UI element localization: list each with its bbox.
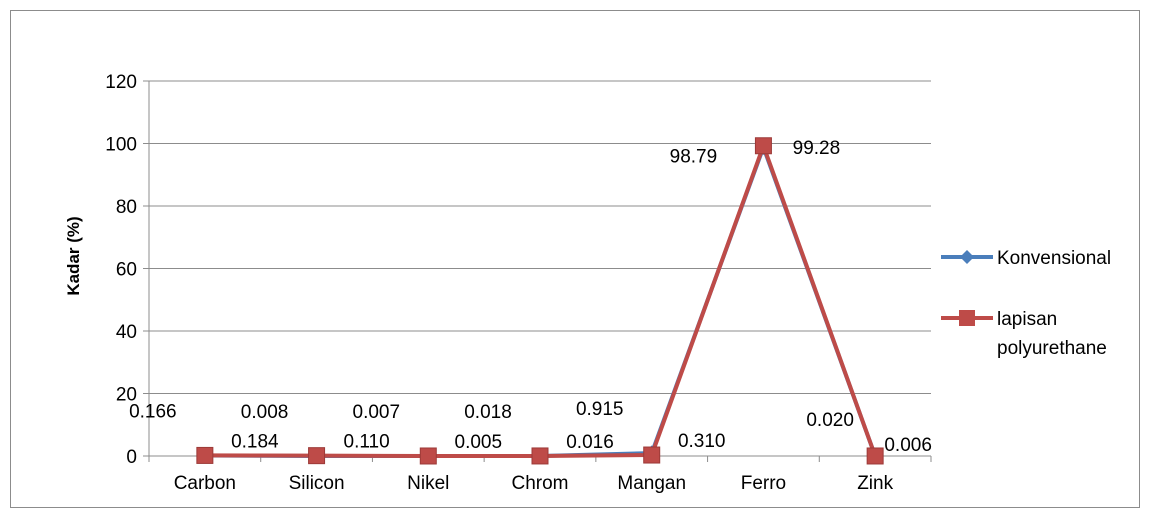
x-tick-label: Nikel — [407, 473, 449, 494]
line-chart: 0 20 40 60 80 100 120 Carbon Silicon Nikel Chrom Ma… — [64, 72, 1111, 494]
data-labels: 0.166 0.008 0.007 0.018 0.915 98.79 0.020 0.184… — [129, 138, 932, 456]
data-label-series-2: 0.310 — [678, 431, 726, 452]
legend-label-series-2: lapisan polyurethane — [997, 309, 1107, 359]
legend-label-series-1: Konvensional — [997, 248, 1111, 269]
x-tick-label: Carbon — [174, 473, 236, 494]
data-label-series-1: 0.007 — [353, 402, 401, 423]
data-label-series-1: 98.79 — [670, 146, 718, 167]
data-label-series-1: 0.018 — [464, 402, 512, 423]
x-tick-label: Silicon — [289, 473, 345, 494]
y-tick-label: 60 — [116, 260, 137, 281]
y-axis-title: Kadar (%) — [64, 216, 83, 295]
data-label-series-1: 0.915 — [576, 399, 624, 420]
series-2-point — [866, 447, 884, 465]
legend-marker-series-2 — [959, 310, 975, 326]
gridlines — [149, 80, 931, 394]
series-2-point — [643, 446, 661, 464]
y-tick-label: 120 — [105, 72, 137, 93]
x-tick-label: Zink — [857, 473, 893, 494]
data-label-series-1: 0.020 — [806, 410, 854, 431]
series — [196, 137, 884, 465]
y-tick-label: 40 — [116, 322, 137, 343]
data-label-series-1: 0.166 — [129, 401, 177, 422]
legend: Konvensional lapisan polyurethane — [941, 248, 1111, 359]
data-label-series-1: 0.008 — [241, 402, 289, 423]
series-2-point — [754, 137, 772, 155]
x-tick-label: Ferro — [741, 473, 786, 494]
series-line-2 — [204, 143, 878, 458]
series-2-point — [196, 446, 214, 464]
series-2-point — [531, 447, 549, 465]
data-label-series-2: 0.110 — [344, 432, 390, 453]
series-2-point — [308, 447, 326, 465]
chart-frame: 0 20 40 60 80 100 120 Carbon Silicon Nikel Chrom Ma… — [10, 10, 1140, 508]
data-label-series-2: 0.005 — [455, 432, 503, 453]
y-tick-label: 80 — [116, 197, 137, 218]
series-2-point — [419, 447, 437, 465]
x-tick-label: Chrom — [511, 473, 568, 494]
data-label-series-2: 0.016 — [566, 432, 614, 453]
y-tick-label: 0 — [126, 447, 137, 468]
data-label-series-2: 0.006 — [884, 435, 932, 456]
data-label-series-2: 0.184 — [231, 431, 279, 452]
data-label-series-2: 99.28 — [793, 138, 841, 159]
y-tick-label: 100 — [105, 135, 137, 156]
y-tick-label: 20 — [116, 385, 137, 406]
series-line-1 — [204, 145, 878, 458]
x-tick-label: Mangan — [617, 473, 686, 494]
legend-marker-series-1 — [960, 250, 974, 264]
